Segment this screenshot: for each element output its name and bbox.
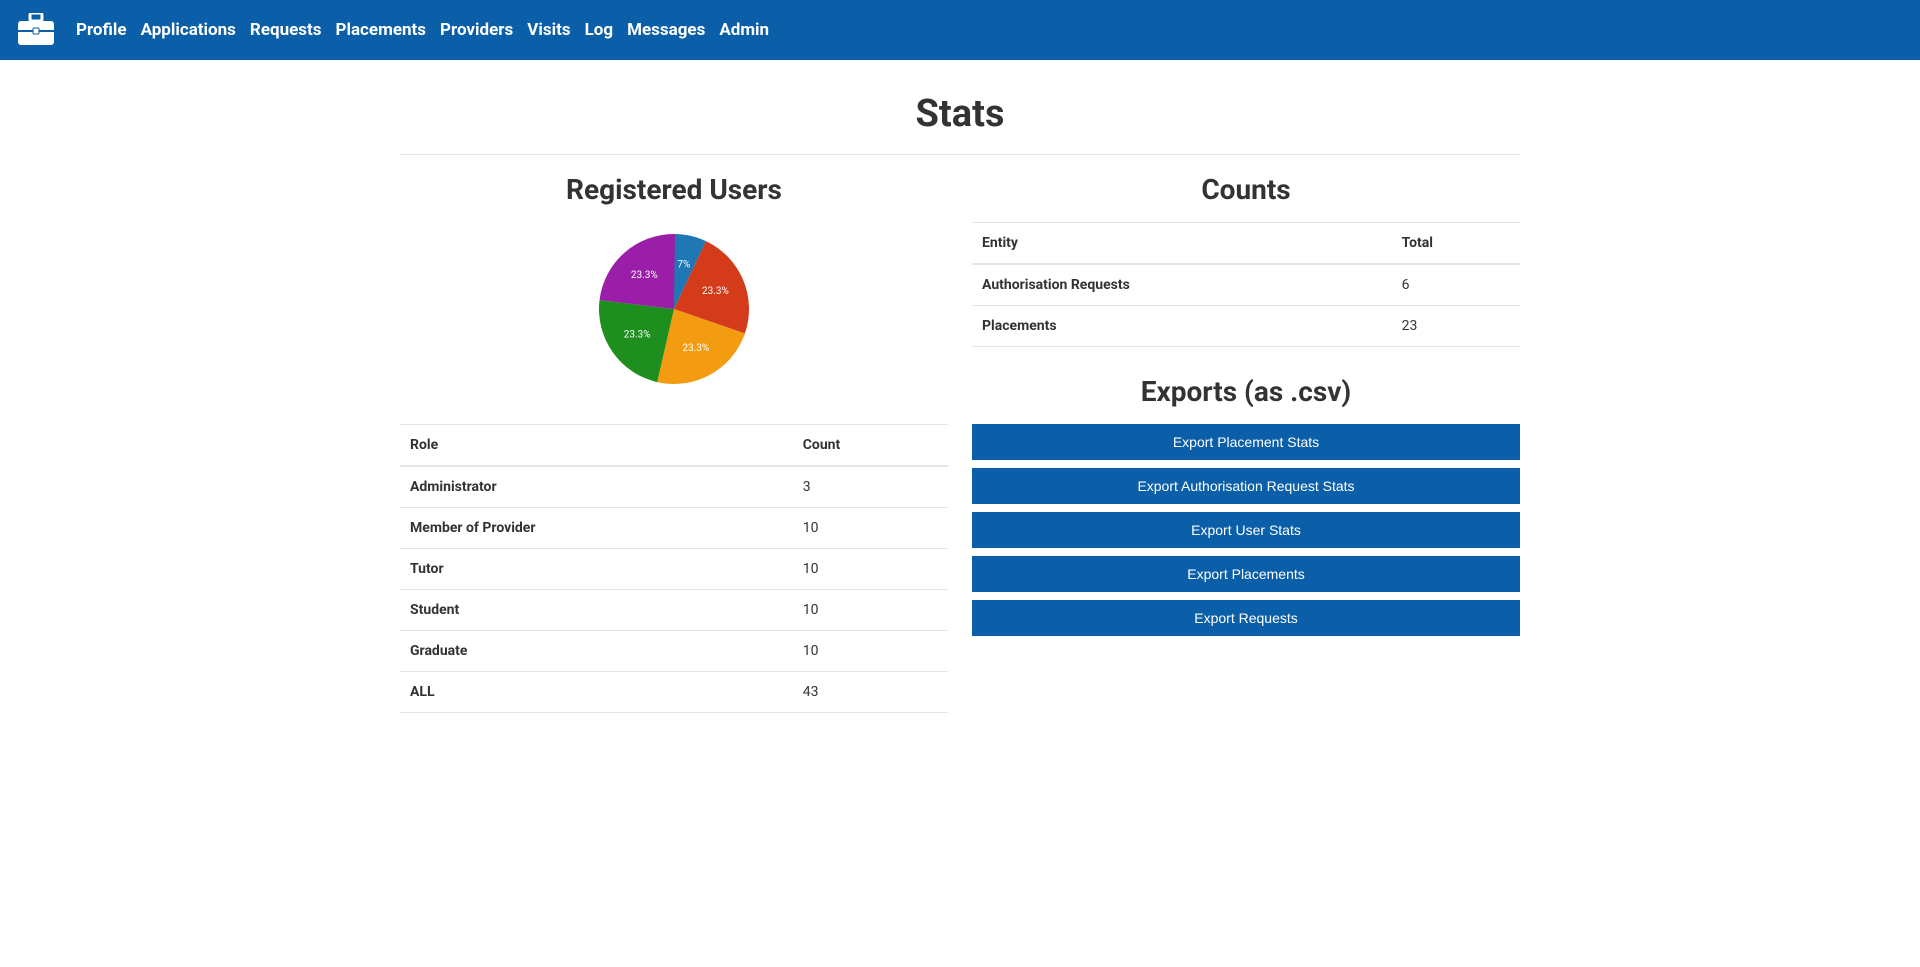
table-row: ALL43 — [400, 672, 948, 713]
table-row: Tutor10 — [400, 549, 948, 590]
roles-col-role: Role — [400, 425, 793, 467]
counts-table: Entity Total Authorisation Requests6Plac… — [972, 222, 1520, 347]
table-row: Placements23 — [972, 306, 1520, 347]
nav-profile[interactable]: Profile — [76, 20, 127, 40]
pie-slice-label: 23.3% — [631, 270, 658, 281]
pie-slice-label: 7% — [677, 260, 690, 271]
count-cell: 10 — [793, 590, 948, 631]
nav-links: Profile Applications Requests Placements… — [76, 20, 769, 40]
count-cell: 10 — [793, 631, 948, 672]
export-buttons: Export Placement Stats Export Authorisati… — [972, 424, 1520, 636]
nav-messages[interactable]: Messages — [627, 20, 705, 40]
pie-slice-label: 23.3% — [682, 343, 709, 354]
nav-admin[interactable]: Admin — [719, 20, 769, 40]
roles-col-count: Count — [793, 425, 948, 467]
role-cell: Administrator — [400, 466, 793, 508]
title-divider — [400, 154, 1520, 155]
registered-users-title: Registered Users — [400, 173, 948, 206]
logo-briefcase-icon[interactable] — [16, 12, 56, 48]
table-row: Student10 — [400, 590, 948, 631]
page-title: Stats — [400, 92, 1520, 136]
nav-applications[interactable]: Applications — [141, 20, 236, 40]
col-right: Counts Entity Total Authorisation Reques… — [972, 173, 1520, 713]
exports-title: Exports (as .csv) — [972, 375, 1520, 408]
nav-placements[interactable]: Placements — [336, 20, 427, 40]
table-row: Administrator3 — [400, 466, 948, 508]
export-button[interactable]: Export Placements — [972, 556, 1520, 592]
counts-title: Counts — [972, 173, 1520, 206]
counts-section: Counts Entity Total Authorisation Reques… — [972, 173, 1520, 347]
count-cell: 10 — [793, 508, 948, 549]
table-row: Member of Provider10 — [400, 508, 948, 549]
nav-requests[interactable]: Requests — [250, 20, 322, 40]
nav-visits[interactable]: Visits — [527, 20, 570, 40]
export-button[interactable]: Export Placement Stats — [972, 424, 1520, 460]
role-cell: Student — [400, 590, 793, 631]
total-cell: 23 — [1392, 306, 1520, 347]
col-left: Registered Users 7%23.3%23.3%23.3%23.3% … — [400, 173, 948, 713]
entity-cell: Authorisation Requests — [972, 264, 1392, 306]
page-content: Stats Registered Users 7% 23.3% 23.3% 23.3%… — [400, 60, 1520, 773]
role-cell: ALL — [400, 672, 793, 713]
entity-cell: Placements — [972, 306, 1392, 347]
navbar: Profile Applications Requests Placements… — [0, 0, 1920, 60]
total-cell: 6 — [1392, 264, 1520, 306]
roles-table: Role Count Administrator3Member of Provi… — [400, 424, 948, 713]
role-cell: Graduate — [400, 631, 793, 672]
role-cell: Member of Provider — [400, 508, 793, 549]
export-button[interactable]: Export Requests — [972, 600, 1520, 636]
export-button[interactable]: Export User Stats — [972, 512, 1520, 548]
nav-log[interactable]: Log — [585, 20, 614, 40]
pie-chart: 7% 23.3% 23.3% 23.3% 23.3% — [599, 234, 749, 384]
export-button[interactable]: Export Authorisation Request Stats — [972, 468, 1520, 504]
count-cell: 43 — [793, 672, 948, 713]
counts-col-entity: Entity — [972, 223, 1392, 265]
count-cell: 3 — [793, 466, 948, 508]
pie-slice-label: 23.3% — [624, 330, 651, 341]
role-cell: Tutor — [400, 549, 793, 590]
pie-slice-label: 23.3% — [702, 286, 729, 297]
table-row: Authorisation Requests6 — [972, 264, 1520, 306]
table-row: Graduate10 — [400, 631, 948, 672]
columns: Registered Users 7%23.3%23.3%23.3%23.3% … — [400, 173, 1520, 713]
pie-chart-wrap: 7% 23.3% 23.3% 23.3% 23.3% — [400, 234, 948, 384]
counts-col-total: Total — [1392, 223, 1520, 265]
nav-providers[interactable]: Providers — [440, 20, 513, 40]
count-cell: 10 — [793, 549, 948, 590]
